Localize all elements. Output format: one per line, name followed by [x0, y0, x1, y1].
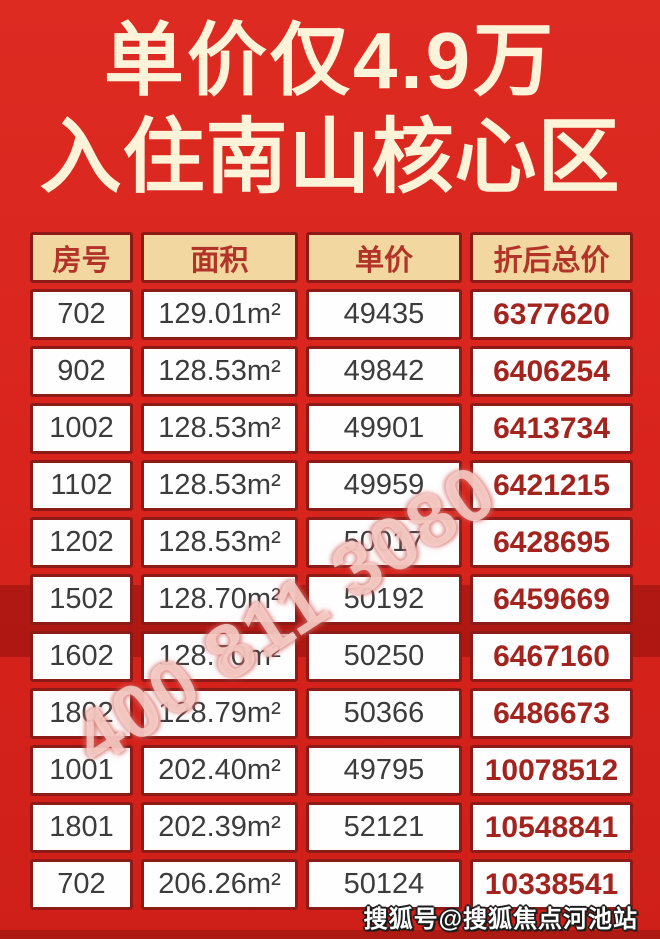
title-line-2: 入住南山核心区: [39, 112, 621, 203]
unit-price-cell: 50017: [306, 517, 462, 568]
area-cell: 128.53m²: [141, 346, 298, 397]
area-header: 面积: [141, 232, 298, 283]
room-number-cell: 1202: [30, 517, 133, 568]
area-cell: 128.70m²: [141, 574, 298, 625]
unit-price-cell: 49435: [306, 289, 462, 340]
unit-price-cell: 49795: [306, 745, 462, 796]
total-price-cell: 10078512: [470, 745, 633, 796]
total-price-cell: 10548841: [470, 802, 633, 853]
unit-price-cell: 52121: [306, 802, 462, 853]
poster-title: 单价仅4.9万 入住南山核心区: [0, 12, 660, 206]
unit-price-cell: 50124: [306, 859, 462, 910]
unit-price-header: 单价: [306, 232, 462, 283]
room-number-cell: 1502: [30, 574, 133, 625]
unit-price-cell: 50250: [306, 631, 462, 682]
price-table: 房号 面积 单价 折后总价 702 129.01m² 49435 6377620 902 128.…: [30, 232, 633, 910]
room-number-cell: 1802: [30, 688, 133, 739]
total-price-cell: 6413734: [470, 403, 633, 454]
source-credit: 搜狐号@搜狐焦点河池站: [363, 906, 638, 933]
room-number-cell: 1801: [30, 802, 133, 853]
area-cell: 128.53m²: [141, 517, 298, 568]
area-cell: 202.40m²: [141, 745, 298, 796]
area-cell: 202.39m²: [141, 802, 298, 853]
total-price-cell: 6421215: [470, 460, 633, 511]
total-price-cell: 6406254: [470, 346, 633, 397]
room-number-header: 房号: [30, 232, 133, 283]
room-number-cell: 1102: [30, 460, 133, 511]
unit-price-cell: 50192: [306, 574, 462, 625]
total-price-cell: 6467160: [470, 631, 633, 682]
total-price-cell: 10338541: [470, 859, 633, 910]
room-number-cell: 1002: [30, 403, 133, 454]
area-cell: 128.70m²: [141, 631, 298, 682]
title-line-1: 单价仅4.9万: [103, 16, 557, 105]
bottom-shade: [0, 930, 660, 939]
unit-price-cell: 49901: [306, 403, 462, 454]
room-number-cell: 1602: [30, 631, 133, 682]
room-number-cell: 702: [30, 859, 133, 910]
area-cell: 128.79m²: [141, 688, 298, 739]
total-price-cell: 6486673: [470, 688, 633, 739]
unit-price-cell: 49842: [306, 346, 462, 397]
unit-price-cell: 50366: [306, 688, 462, 739]
total-price-cell: 6377620: [470, 289, 633, 340]
area-cell: 206.26m²: [141, 859, 298, 910]
unit-price-cell: 49959: [306, 460, 462, 511]
room-number-cell: 902: [30, 346, 133, 397]
area-cell: 129.01m²: [141, 289, 298, 340]
room-number-cell: 702: [30, 289, 133, 340]
total-price-cell: 6428695: [470, 517, 633, 568]
total-price-cell: 6459669: [470, 574, 633, 625]
room-number-cell: 1001: [30, 745, 133, 796]
total-price-header: 折后总价: [470, 232, 633, 283]
area-cell: 128.53m²: [141, 403, 298, 454]
area-cell: 128.53m²: [141, 460, 298, 511]
